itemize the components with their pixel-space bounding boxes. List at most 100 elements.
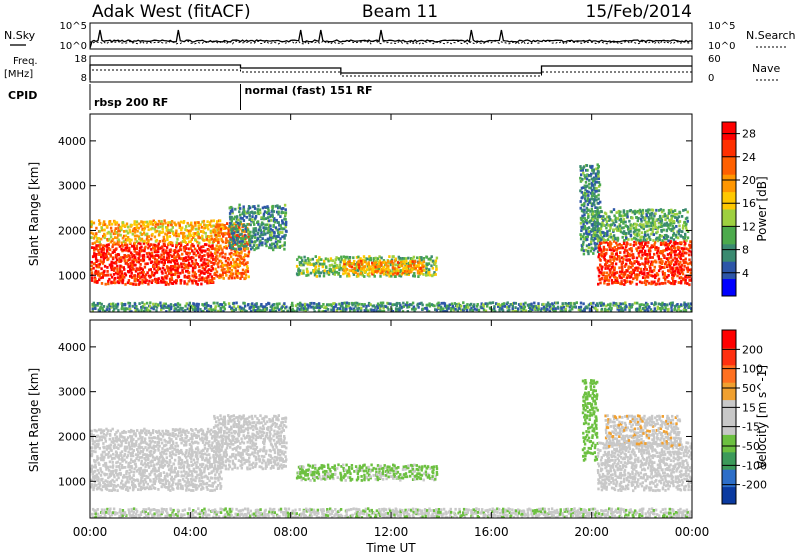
colorbar-swatch xyxy=(722,139,736,158)
colorbar-swatch xyxy=(722,278,736,297)
y-tick-label: 3000 xyxy=(58,386,86,399)
colorbar-swatch xyxy=(722,122,736,140)
scatter-region-8 xyxy=(596,239,692,287)
colorbar-swatch xyxy=(722,347,736,366)
nsearch-tick-bottom: 10^0 xyxy=(708,41,735,52)
colorbar-tick-label: -50 xyxy=(742,440,760,453)
x-tick-label: 12:00 xyxy=(374,525,409,539)
scatter-region-3 xyxy=(91,507,692,518)
freq-panel: Freq. [MHz] 18 8 60 0 Nave xyxy=(4,54,780,84)
nsky-line xyxy=(89,29,693,49)
x-tick-label: 20:00 xyxy=(574,525,609,539)
colorbar-tick-label: 8 xyxy=(742,244,749,257)
colorbar-swatch xyxy=(722,209,736,227)
colorbar-swatch xyxy=(722,469,736,488)
cpid-label: CPID xyxy=(8,89,37,102)
nsky-tick-bottom: 10^0 xyxy=(60,41,87,52)
colorbar-swatch xyxy=(722,156,736,175)
power-scatter xyxy=(90,163,692,312)
colorbar-tick-label: -100 xyxy=(742,459,767,472)
colorbar-swatch xyxy=(722,434,736,453)
nsearch-line xyxy=(89,40,693,45)
y-tick-label: 2000 xyxy=(58,430,86,443)
scatter-region-3 xyxy=(228,203,288,252)
scatter-region-4 xyxy=(581,379,599,462)
colorbar-tick-label: 4 xyxy=(742,267,749,280)
colorbar-swatch xyxy=(722,399,736,418)
velocity-scatter xyxy=(90,379,692,518)
scatter-region-6 xyxy=(91,301,692,312)
power-colorbar-label: Power [dB] xyxy=(755,176,769,241)
colorbar-tick-label: 200 xyxy=(742,343,763,356)
colorbar-tick-label: 20 xyxy=(742,174,756,187)
x-tick-label: 00:00 xyxy=(73,525,108,539)
scatter-region-0 xyxy=(90,427,223,492)
cpid-segment-normal: normal (fast) 151 RF xyxy=(245,84,373,97)
nave-tick-top: 60 xyxy=(708,54,721,65)
nave-tick-bottom: 0 xyxy=(708,73,714,84)
scatter-region-9 xyxy=(591,208,690,243)
colorbar-swatch xyxy=(722,417,736,435)
date-title: 15/Feb/2014 xyxy=(586,2,692,22)
scatter-region-2 xyxy=(295,463,439,482)
scatter-region-1 xyxy=(90,219,223,245)
velocity-colorbar-label: Velocity [m s^-1] xyxy=(755,365,769,469)
colorbar-tick-label: 100 xyxy=(742,363,763,376)
velocity-colorbar: 200 100 50 15 -15 -50 -100 -200 Velocity [m s^-… xyxy=(721,329,769,505)
x-axis-label: Time UT xyxy=(365,541,416,554)
colorbar-swatch xyxy=(722,382,736,401)
scatter-region-5 xyxy=(596,441,692,493)
nave-line xyxy=(92,69,692,77)
power-colorbar: 4 8 12 16 20 24 28 Power [dB] xyxy=(721,121,769,297)
nave-label: Nave xyxy=(752,62,780,75)
freq-tick-top: 18 xyxy=(74,54,87,65)
y-tick-label: 1000 xyxy=(58,269,86,282)
nsky-tick-top: 10^5 xyxy=(60,21,87,32)
colorbar-tick-label: -15 xyxy=(742,421,760,434)
colorbar-swatch xyxy=(722,226,736,245)
velocity-panel: 1000 2000 3000 4000 Slant Range [km] xyxy=(27,319,693,519)
colorbar-swatch xyxy=(722,191,736,210)
scatter-region-1 xyxy=(212,414,288,471)
x-tick-label: 16:00 xyxy=(474,525,509,539)
y-tick-label: 2000 xyxy=(58,224,86,237)
freq-tick-bottom: 8 xyxy=(81,73,87,84)
colorbar-tick-label: 15 xyxy=(742,401,756,414)
colorbar-swatch xyxy=(722,261,736,280)
colorbar-tick-label: -200 xyxy=(742,479,767,492)
y-tick-label: 1000 xyxy=(58,475,86,488)
colorbar-tick-label: 24 xyxy=(742,151,756,164)
velocity-x-ticks xyxy=(89,320,693,518)
nsearch-label: N.Search xyxy=(746,29,796,42)
colorbar-tick-label: 12 xyxy=(742,220,756,233)
colorbar-swatch xyxy=(722,451,736,470)
colorbar-tick-label: 28 xyxy=(742,128,756,141)
colorbar-swatch xyxy=(722,364,736,383)
freq-unit-label: [MHz] xyxy=(4,69,33,80)
scatter-region-0 xyxy=(90,241,215,286)
y-tick-label: 3000 xyxy=(58,180,86,193)
velocity-y-label: Slant Range [km] xyxy=(27,368,41,472)
nsearch-tick-top: 10^5 xyxy=(708,21,735,32)
y-tick-label: 4000 xyxy=(58,341,86,354)
y-tick-label: 4000 xyxy=(58,135,86,148)
freq-line xyxy=(89,64,692,80)
time-axis-labels: 00:00 04:00 08:00 12:00 16:00 20:00 00:00 xyxy=(73,525,710,539)
cpid-segment-rbsp: rbsp 200 RF xyxy=(94,96,168,109)
power-panel: 1000 2000 3000 4000 Slant Range [km] xyxy=(27,113,693,313)
colorbar-swatch xyxy=(722,243,736,262)
nsky-label: N.Sky xyxy=(4,29,36,42)
x-tick-label: 08:00 xyxy=(273,525,308,539)
nsky-panel: N.Sky 10^5 10^0 10^5 10^0 N.Search xyxy=(4,21,796,52)
x-tick-label: 04:00 xyxy=(173,525,208,539)
power-y-label: Slant Range [km] xyxy=(27,162,41,266)
colorbar-tick-label: 50 xyxy=(742,382,756,395)
power-x-ticks xyxy=(89,114,693,312)
colorbar-tick-label: 16 xyxy=(742,197,756,210)
colorbar-swatch xyxy=(722,330,736,348)
station-title: Adak West (fitACF) xyxy=(92,2,251,22)
freq-label: Freq. xyxy=(13,56,38,67)
colorbar-swatch xyxy=(722,486,736,505)
scatter-region-7 xyxy=(579,163,602,256)
